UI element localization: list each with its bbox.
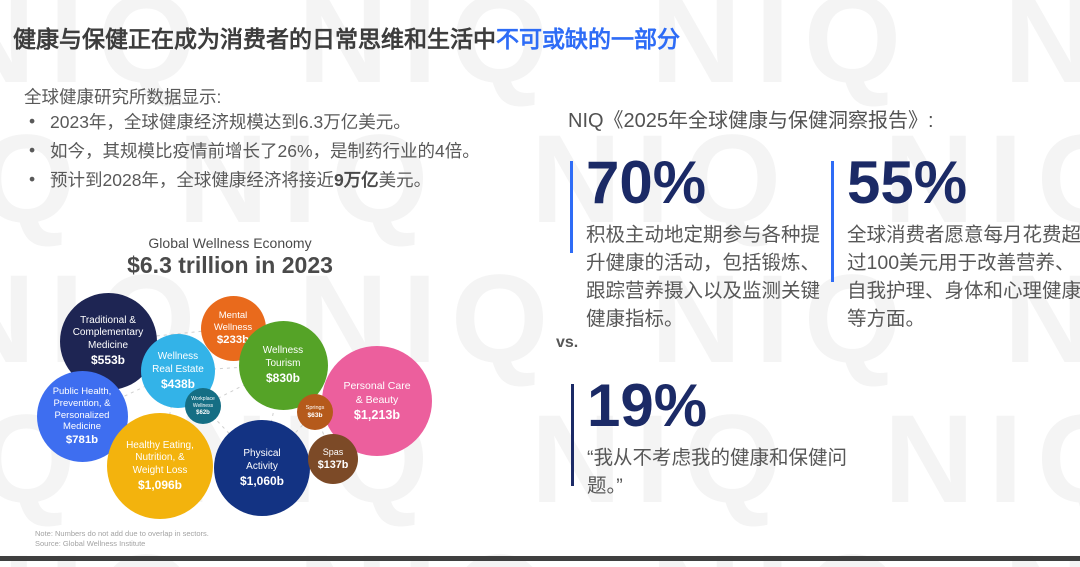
stat-19-value: 19% [587,372,708,439]
bullet-1-text: 2023年，全球健康经济规模达到6.3万亿美元。 [50,112,411,132]
bubble-label: Springs [305,404,325,411]
bubble-label: Public Health, Prevention, & Personalized M… [52,385,112,433]
chart-subtitle: $6.3 trillion in 2023 [127,252,333,278]
bullet-3-bold: 9万亿 [333,170,379,190]
bubble-value: $781b [65,434,99,447]
stat-19-description: “我从不考虑我的健康和保健问题。” [587,447,847,498]
stat-55-accent-bar [831,161,834,282]
bullet-item-3: 预计到2028年，全球健康经济将接近9万亿美元。 [24,169,564,190]
bubble-springs: Springs $63b [297,394,333,430]
chart-title: Global Wellness Economy [148,235,312,251]
bubble-physical-activity: Physical Activity $1,060b [214,420,310,516]
bubble-label: Physical Activity [243,448,281,472]
stat-block-70: 70% 积极主动地定期参与各种提升健康的活动，包括锻炼、跟踪营养摄入以及监测关键… [570,149,836,333]
vs-label: vs. [556,334,579,351]
bubble-value: $137b [317,459,349,472]
report-title: NIQ《2025年全球健康与保健洞察报告》: [568,110,934,132]
bubble-label: Mental Wellness [213,309,253,333]
bubble-value: $62b [196,409,210,416]
left-bullet-list: 2023年，全球健康经济规模达到6.3万亿美元。 如今，其规模比疫情前增长了26… [24,111,564,199]
bullet-item-2: 如今，其规模比疫情前增长了26%，是制药行业的4倍。 [24,140,564,161]
bubble-value: $553b [90,353,126,368]
bubble-spas: Spas $137b [308,434,358,484]
bubble-value: $1,060b [239,474,285,488]
chart-footnote: Note: Numbers do not add due to overlap … [35,529,209,549]
bubble-value: $438b [160,377,196,391]
bubble-workplace-wellness: Workplace Wellness $62b [185,388,221,424]
bubble-label: Wellness Real Estate [152,351,204,375]
stat-70-value: 70% [586,149,707,216]
slide-title: 健康与保健正在成为消费者的日常思维和生活中不可或缺的一部分 [13,20,680,54]
stat-19-accent-bar [571,384,574,486]
bubble-healthy-eating-nutrition-weight-loss: Healthy Eating, Nutrition, & Weight Loss $1… [107,413,213,519]
bubble-label: Traditional & Complementary Medicine [72,314,144,351]
bubble-value: $1,096b [137,478,183,493]
stat-block-55: 55% 全球消费者愿意每月花费超过100美元用于改善营养、自我护理、身体和心理健… [831,149,1080,333]
chart-source-line: Source: Global Wellness Institute [35,539,146,549]
bubble-label: Healthy Eating, Nutrition, & Weight Loss [126,439,194,476]
stat-70-accent-bar [570,161,573,253]
bubble-value: $63b [307,412,323,420]
bullet-3-post: 美元。 [378,170,432,190]
slide-title-main: 健康与保健正在成为消费者的日常思维和生活中 [13,26,496,52]
bubble-label: Wellness Tourism [262,345,304,369]
bubble-layer: Traditional & Complementary Medicine $553b M… [30,235,475,560]
stat-55-description: 全球消费者愿意每月花费超过100美元用于改善营养、自我护理、身体和心理健康等方面… [847,224,1080,331]
bullet-item-1: 2023年，全球健康经济规模达到6.3万亿美元。 [24,111,564,132]
slide-title-highlight: 不可或缺的一部分 [496,26,680,52]
bullet-3-text: 预计到2028年，全球健康经济将接近 [50,170,334,190]
chart-note-line: Note: Numbers do not add due to overlap … [35,529,209,538]
bubble-label: Workplace Wellness [191,396,215,409]
wellness-economy-bubble-chart: Global Wellness Economy $6.3 trillion in… [30,235,475,560]
bubble-label: Personal Care & Beauty [343,380,411,406]
stat-70-description: 积极主动地定期参与各种提升健康的活动，包括锻炼、跟踪营养摄入以及监测关键健康指标… [586,224,821,331]
bubble-value: $1,213b [353,407,401,422]
stat-55-value: 55% [847,149,968,216]
stat-block-19: 19% “我从不考虑我的健康和保健问题。” [571,372,849,500]
bubble-label: Spas [322,446,344,457]
bubble-value: $830b [265,371,301,385]
left-intro: 全球健康研究所数据显示: [24,87,222,107]
bottom-divider [0,556,1080,561]
bubble-wellness-tourism: Wellness Tourism $830b [238,320,328,410]
bubble-value: $233b [216,334,250,347]
bullet-2-text: 如今，其规模比疫情前增长了26%，是制药行业的4倍。 [50,141,480,161]
